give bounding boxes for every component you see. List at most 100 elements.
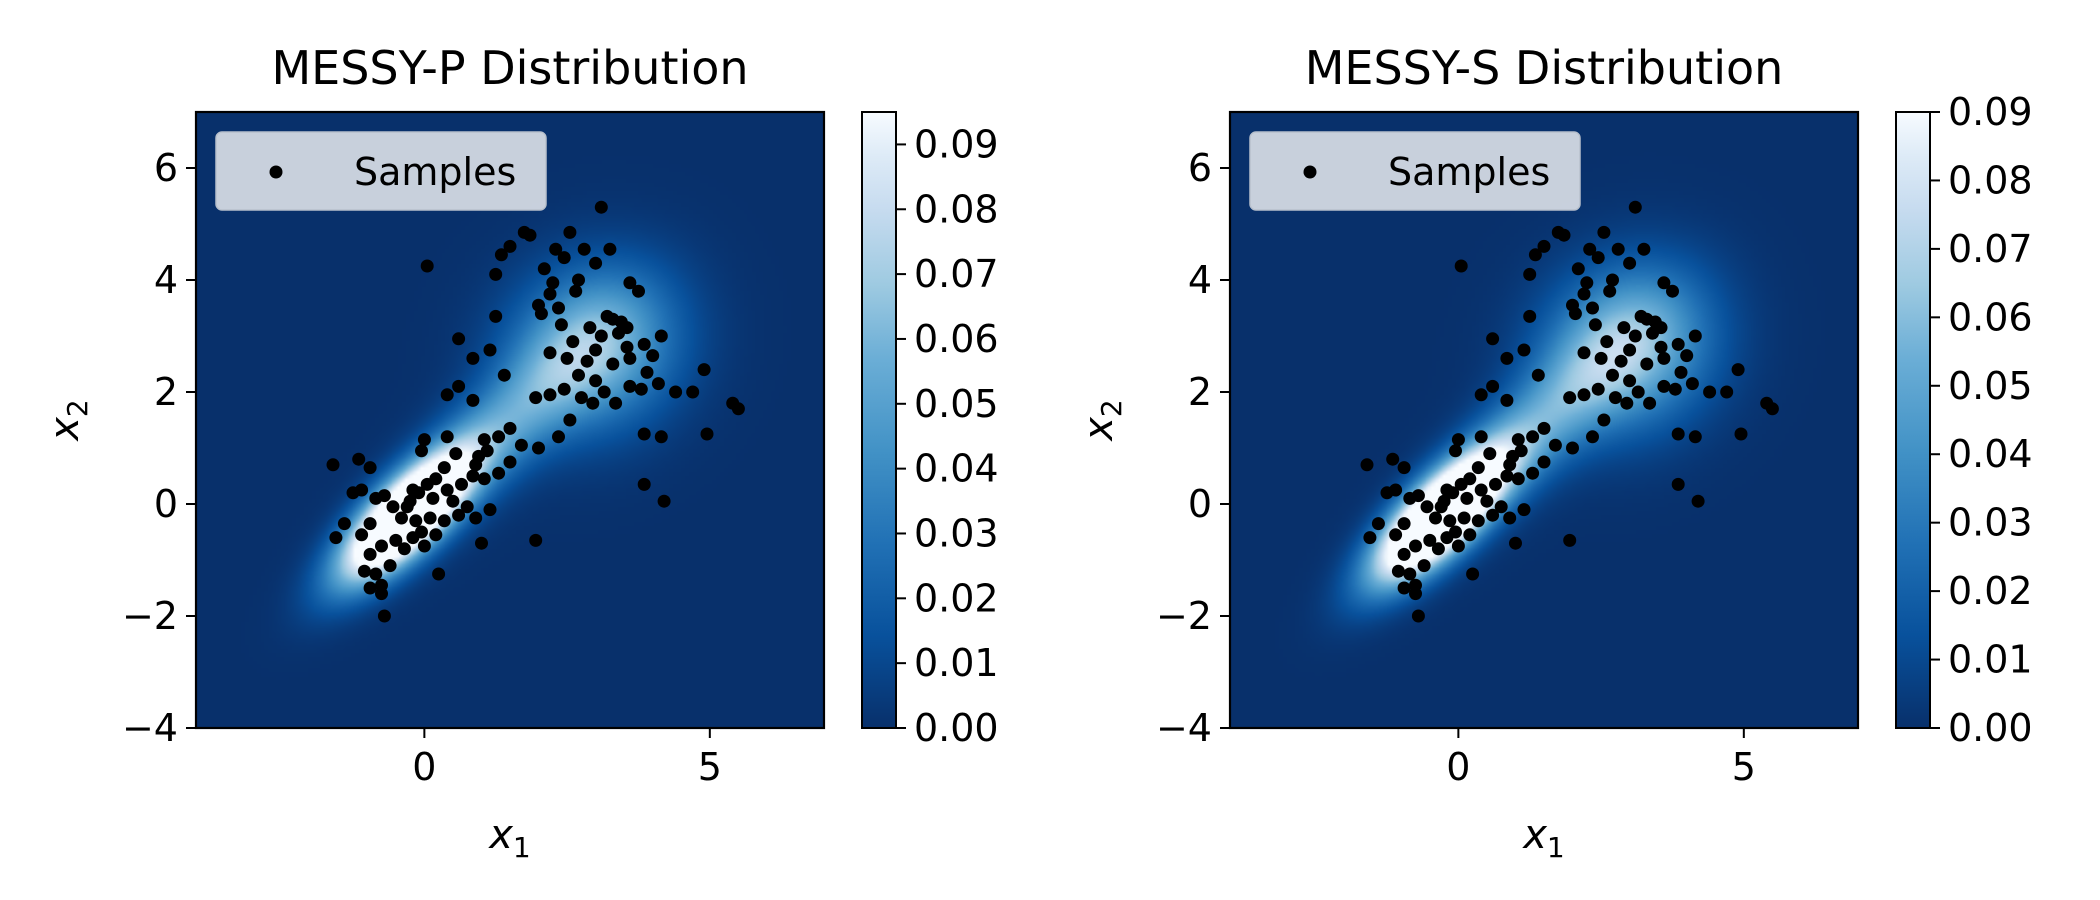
sample-point — [560, 351, 574, 365]
x-axis-label-main: x — [487, 812, 513, 858]
sample-point — [1563, 533, 1577, 547]
sample-point — [543, 346, 557, 360]
sample-point — [1409, 587, 1422, 601]
sample-point — [375, 587, 388, 601]
sample-point — [1486, 332, 1500, 346]
colorbar-tick-label: 0.03 — [914, 511, 999, 555]
sample-point — [1397, 517, 1411, 531]
sample-point — [1411, 609, 1425, 623]
sample-point — [1628, 200, 1642, 214]
sample-point — [363, 581, 377, 595]
sample-point — [1623, 256, 1637, 270]
y-axis-label-sub: 2 — [61, 399, 94, 417]
sample-point — [609, 396, 623, 410]
sample-point — [1571, 262, 1585, 276]
sample-point — [686, 385, 700, 399]
sample-point — [523, 228, 537, 242]
x-axis-label-sub: 1 — [513, 831, 531, 864]
sample-point — [1397, 547, 1411, 561]
sample-point — [572, 273, 585, 287]
sample-point — [646, 349, 660, 363]
sample-point — [375, 539, 388, 553]
sample-point — [483, 503, 497, 517]
sample-point — [1371, 517, 1385, 531]
plot-frame — [194, 110, 826, 730]
sample-point — [1466, 567, 1480, 581]
sample-point — [477, 433, 491, 447]
sample-point — [1526, 466, 1540, 480]
legend: Samples — [1249, 131, 1581, 211]
sample-point — [1765, 402, 1779, 416]
sample-point — [597, 385, 611, 399]
sample-point — [415, 444, 428, 458]
sample-point — [355, 528, 369, 542]
sample-point — [455, 477, 468, 491]
samples-series — [326, 200, 745, 623]
sample-point — [1537, 239, 1551, 253]
y-axis-label-sub: 2 — [1095, 399, 1128, 417]
legend-marker — [1303, 165, 1317, 179]
x-axis-label: x1 — [1521, 812, 1565, 864]
sample-point — [1457, 511, 1471, 525]
colorbar-tick-label: 0.04 — [914, 447, 999, 491]
sample-point — [357, 564, 371, 578]
sample-point — [1657, 276, 1671, 290]
sample-point — [566, 335, 580, 349]
sample-point — [600, 309, 614, 323]
sample-point — [409, 514, 423, 528]
sample-point — [1657, 351, 1671, 365]
sample-point — [420, 477, 434, 491]
sample-point — [1637, 242, 1651, 256]
sample-point — [634, 382, 648, 396]
y-tick-label: 0 — [1188, 482, 1212, 526]
sample-point — [1363, 531, 1377, 545]
sample-point — [1606, 273, 1619, 287]
sample-point — [432, 567, 446, 581]
sample-point — [654, 430, 668, 444]
sample-point — [623, 276, 637, 290]
sample-point — [1503, 511, 1517, 525]
sample-point — [623, 351, 637, 365]
sample-point — [1680, 349, 1694, 363]
sample-point — [1386, 452, 1400, 466]
sample-point — [1634, 309, 1648, 323]
density-heatmap — [1230, 112, 1858, 728]
sample-point — [574, 391, 588, 405]
sample-point — [466, 351, 480, 365]
sample-point — [503, 239, 517, 253]
sample-point — [1671, 337, 1685, 351]
sample-point — [369, 567, 383, 581]
sample-point — [651, 377, 665, 391]
sample-point — [1591, 382, 1605, 396]
sample-point — [1668, 382, 1682, 396]
sample-point — [731, 402, 745, 416]
sample-point — [1586, 301, 1599, 315]
sample-point — [1666, 284, 1679, 298]
colorbar-tick-label: 0.03 — [1948, 501, 2033, 545]
sample-point — [1628, 329, 1642, 343]
x-tick-label: 0 — [1446, 745, 1470, 789]
sample-point — [1434, 500, 1448, 514]
sample-point — [503, 455, 517, 469]
sample-point — [557, 382, 571, 396]
sample-point — [1657, 379, 1671, 393]
legend-label: Samples — [354, 150, 516, 194]
chart-title: MESSY-S Distribution — [1305, 41, 1784, 95]
sample-point — [1597, 225, 1611, 239]
sample-point — [657, 494, 671, 508]
sample-point — [477, 472, 491, 486]
sample-point — [580, 354, 594, 368]
y-axis-label-main: x — [42, 417, 88, 443]
colorbar-tick-label: 0.01 — [1948, 638, 2033, 682]
sample-point — [1463, 528, 1477, 542]
sample-point — [426, 491, 440, 505]
colorbar-tick-label: 0.07 — [914, 252, 999, 296]
sample-point — [606, 357, 620, 371]
y-tick-label: −4 — [1156, 706, 1212, 750]
y-tick-label: 6 — [154, 146, 178, 190]
sample-point — [1580, 276, 1594, 290]
sample-point — [637, 427, 651, 441]
sample-point — [483, 343, 497, 357]
